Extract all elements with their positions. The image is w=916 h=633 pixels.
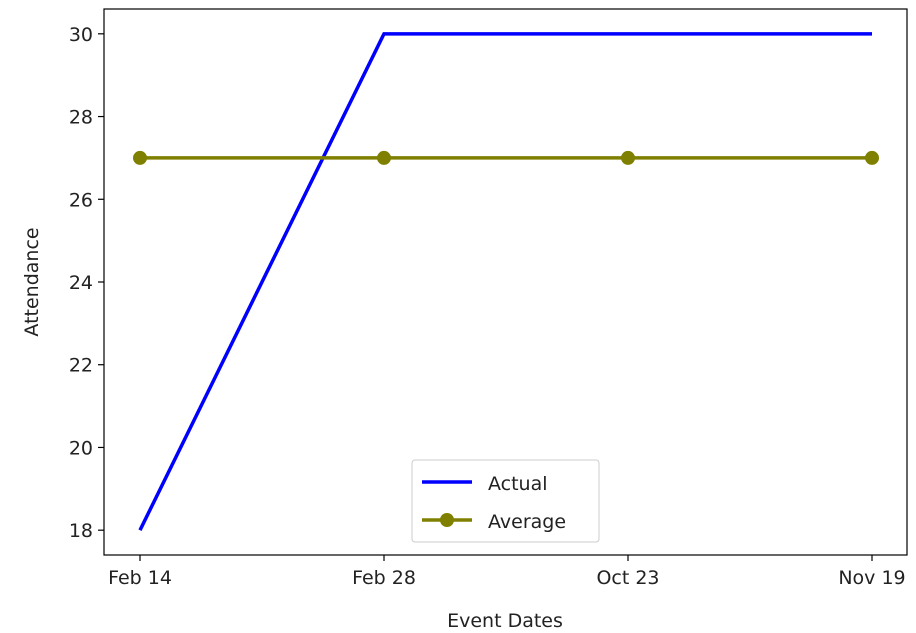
y-tick-label: 22 xyxy=(69,355,93,377)
data-point-average xyxy=(377,150,391,165)
x-axis-label: Event Dates xyxy=(447,610,563,632)
data-point-average xyxy=(621,150,635,165)
y-tick-label: 24 xyxy=(69,272,93,294)
x-axis: Feb 14 Feb 28 Oct 23 Nov 19 xyxy=(108,555,906,589)
data-point-average xyxy=(133,150,147,165)
y-tick-label: 28 xyxy=(69,107,93,129)
y-axis: 18 20 22 24 26 28 30 xyxy=(69,24,104,542)
legend-label-actual: Actual xyxy=(488,473,548,495)
y-tick-label: 20 xyxy=(69,437,93,459)
data-point-average xyxy=(865,150,879,165)
x-tick-label: Feb 14 xyxy=(108,567,172,589)
y-axis-label: Attendance xyxy=(21,227,43,336)
legend-marker-average xyxy=(440,513,454,527)
y-tick-label: 30 xyxy=(69,24,93,46)
x-tick-label: Oct 23 xyxy=(596,567,659,589)
series-line-actual xyxy=(138,32,872,531)
legend: Actual Average xyxy=(411,459,600,543)
series-layer xyxy=(133,32,879,531)
legend-label-average: Average xyxy=(488,511,566,533)
y-tick-label: 18 xyxy=(69,520,93,542)
x-tick-label: Nov 19 xyxy=(838,567,905,589)
x-tick-label: Feb 28 xyxy=(352,567,416,589)
y-tick-label: 26 xyxy=(69,189,93,211)
